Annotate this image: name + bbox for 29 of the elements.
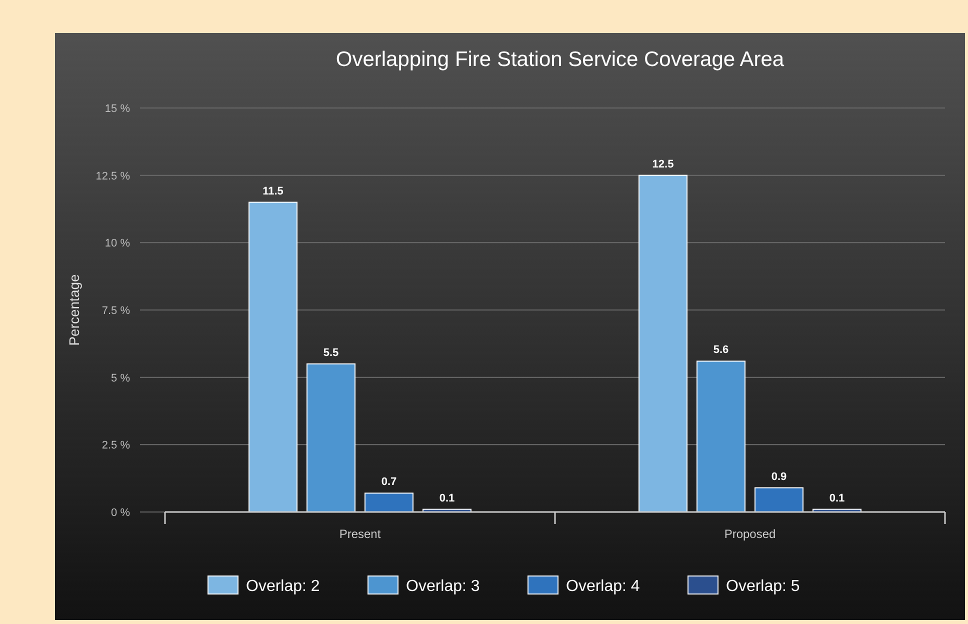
y-tick-label: 12.5 %	[96, 170, 130, 182]
x-tick-label: Present	[339, 527, 382, 541]
data-label: 0.7	[381, 476, 397, 488]
data-label: 5.6	[713, 344, 729, 356]
y-tick-label: 7.5 %	[102, 305, 130, 317]
y-tick-label: 5 %	[111, 372, 130, 384]
chart-title: Overlapping Fire Station Service Coverage Area	[336, 48, 784, 71]
data-label: 11.5	[262, 185, 284, 198]
legend-label: Overlap: 2	[246, 578, 320, 595]
bar	[364, 492, 414, 512]
data-label: 0.1	[439, 492, 455, 504]
bar	[248, 202, 298, 512]
data-label: 5.5	[323, 346, 339, 359]
bar	[754, 487, 804, 512]
y-tick-label: 15 %	[104, 103, 130, 115]
data-label: 0.1	[829, 492, 845, 504]
y-tick-label: 10 %	[104, 238, 130, 250]
legend-label: Overlap: 4	[566, 578, 640, 595]
bar	[638, 174, 688, 512]
bar	[306, 363, 356, 512]
y-tick-label: 2.5 %	[102, 440, 130, 452]
data-label: 0.9	[771, 470, 787, 483]
bar	[696, 360, 746, 512]
x-tick-label: Proposed	[724, 527, 776, 541]
legend-label: Overlap: 3	[406, 578, 480, 595]
y-axis-title: Percentage	[66, 274, 82, 346]
data-label: 12.5	[652, 158, 674, 170]
y-tick-label: 0 %	[111, 507, 130, 519]
legend-label: Overlap: 5	[726, 578, 800, 595]
